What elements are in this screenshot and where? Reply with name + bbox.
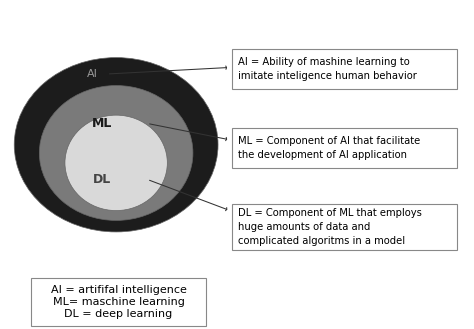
Text: ML = Component of AI that facilitate
the development of AI application: ML = Component of AI that facilitate the… <box>238 136 420 160</box>
Text: AI = artififal intelligence: AI = artififal intelligence <box>51 285 186 295</box>
Ellipse shape <box>14 58 218 232</box>
Text: DL: DL <box>93 173 111 186</box>
Text: AI = Ability of mashine learning to
imitate inteligence human behavior: AI = Ability of mashine learning to imit… <box>238 57 417 81</box>
Text: DL = Component of ML that employs
huge amounts of data and
complicated algoritms: DL = Component of ML that employs huge a… <box>238 208 422 246</box>
FancyBboxPatch shape <box>232 49 457 89</box>
Text: DL = deep learning: DL = deep learning <box>64 309 173 319</box>
FancyBboxPatch shape <box>31 278 206 326</box>
Text: AI: AI <box>87 69 98 79</box>
Ellipse shape <box>39 86 193 220</box>
Ellipse shape <box>65 115 167 211</box>
Text: ML= maschine learning: ML= maschine learning <box>53 297 184 307</box>
FancyBboxPatch shape <box>232 204 457 250</box>
FancyBboxPatch shape <box>232 128 457 168</box>
Text: ML: ML <box>92 117 112 130</box>
